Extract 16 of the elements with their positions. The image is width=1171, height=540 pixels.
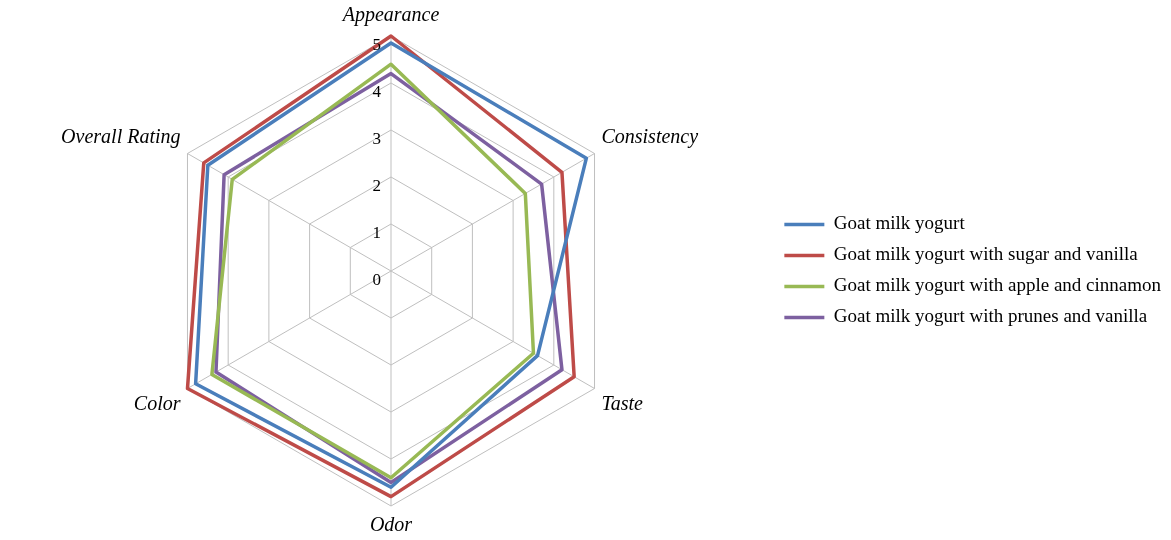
spoke-label: Appearance	[340, 3, 440, 27]
y-tick-label: 3	[372, 129, 381, 149]
legend-label: Goat milk yogurt	[833, 212, 966, 234]
y-tick-label: 4	[372, 82, 382, 102]
legend-label: Goat milk yogurt with sugar and vanilla	[833, 243, 1139, 265]
y-tick-label: 0	[372, 270, 381, 290]
spoke-label: Odor	[369, 513, 413, 536]
y-tick-label: 2	[372, 176, 381, 196]
spoke-label: Consistency	[601, 124, 699, 148]
legend-label: Goat milk yogurt with apple and cinnamon	[833, 274, 1162, 296]
y-tick-label: 5	[372, 35, 381, 55]
y-tick-label: 1	[372, 223, 381, 243]
spoke-label: Overall Rating	[61, 124, 181, 148]
spoke-label: Color	[133, 391, 181, 414]
spoke-label: Taste	[601, 391, 644, 414]
legend-label: Goat milk yogurt with prunes and vanilla	[833, 305, 1148, 327]
